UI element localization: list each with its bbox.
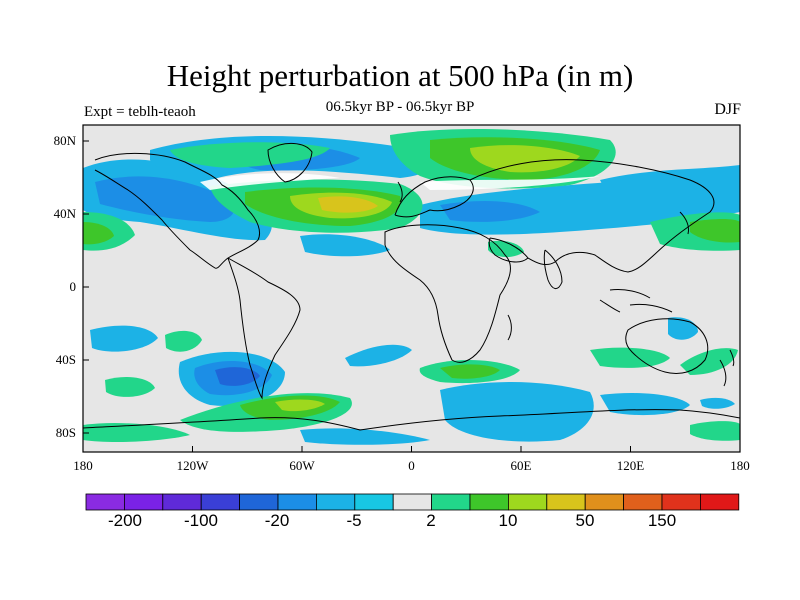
sh-blue-pacific-west (90, 325, 158, 352)
lon-tick-labels: 180 120W 60W 0 60E 120E 180 (73, 458, 750, 473)
colorbar-label: 10 (499, 511, 518, 530)
nh-blue-north-africa (300, 234, 390, 257)
coast-arabia (488, 237, 529, 263)
lon-label-120w: 120W (177, 458, 210, 473)
sh-yellow-green-drake (275, 399, 325, 412)
sh-green-pacific-2 (105, 376, 155, 397)
lon-label-60e: 60E (511, 458, 532, 473)
lon-label-0: 0 (408, 458, 415, 473)
lat-label-80n: 80N (54, 133, 77, 148)
lat-tick-labels: 80N 40N 0 40S 80S (54, 133, 77, 440)
coast-south-america (227, 257, 301, 400)
sh-green-antarctic-east (690, 421, 740, 441)
colorbar-box (277, 493, 317, 511)
lon-label-180e: 180 (730, 458, 750, 473)
nh-green-arabia (488, 240, 524, 258)
contour-fill (83, 128, 740, 445)
colorbar-label: -200 (108, 511, 142, 530)
map-subtitle: 06.5kyr BP - 06.5kyr BP (325, 99, 475, 115)
nh-yellow-atlantic (318, 196, 378, 213)
coast-africa (384, 224, 511, 363)
nh-yellow-green-siberia (470, 145, 580, 173)
sh-green-pacific-1 (165, 330, 202, 352)
coast-madagascar (507, 314, 512, 341)
colorbar-box (469, 493, 509, 511)
lat-label-40n: 40N (54, 206, 77, 221)
colorbar-box (354, 493, 394, 511)
colorbar-box (315, 493, 356, 511)
season-label: DJF (714, 101, 741, 118)
sh-blue-tasman (668, 317, 698, 340)
colorbar-label: -5 (346, 511, 361, 530)
coastlines (83, 143, 740, 431)
colorbar-labels: -200 -100 -20 -5 2 10 50 150 (108, 511, 676, 530)
colorbar-box (546, 493, 586, 511)
nh-bright-green-north-pacific-east (690, 219, 740, 243)
colorbar-box (392, 493, 433, 511)
lon-label-120e: 120E (617, 458, 645, 473)
sh-blue-south-atlantic (345, 344, 412, 367)
lat-label-80s: 80S (56, 425, 76, 440)
axis-tick-marks (82, 140, 741, 452)
nh-deep-blue-eurasia (440, 200, 540, 222)
coast-uk (397, 181, 403, 203)
map-title: Height perturbation at 500 hPa (in m) (166, 58, 634, 93)
lon-label-60w: 60W (289, 458, 315, 473)
colorbar-box (162, 493, 202, 511)
coast-antarctica (83, 409, 740, 431)
coast-maritime-se-asia (599, 289, 673, 313)
coast-india (543, 249, 563, 289)
colorbar-box (85, 493, 125, 511)
colorbar-label: -20 (265, 511, 290, 530)
experiment-label: Expt = teblh-teaoh (84, 104, 196, 120)
colorbar-box (124, 493, 164, 511)
nh-green-canada (170, 142, 330, 168)
colorbar-box (239, 493, 279, 511)
sh-deeper-blue-pacific (215, 367, 260, 386)
colorbar-box (623, 493, 663, 511)
sh-blue-antarctic-east (700, 397, 735, 409)
coast-europe (394, 176, 474, 218)
lat-label-eq: 0 (70, 279, 77, 294)
lat-label-40s: 40S (56, 352, 76, 367)
colorbar-label: 2 (426, 511, 435, 530)
coast-japan (679, 211, 689, 235)
coast-new-zealand (719, 349, 735, 387)
map-panel: 80N 40N 0 40S 80S 180 120W 60W 0 60E 120… (54, 124, 750, 473)
nh-blue-pacific-east (600, 165, 740, 204)
coast-australia (625, 318, 709, 374)
sh-bright-green-south-africa (440, 364, 500, 379)
nh-white-gap-2 (420, 176, 600, 190)
nh-bright-green-north-pacific-west (83, 222, 114, 245)
colorbar-label: 50 (576, 511, 595, 530)
colorbar-label: 150 (648, 511, 676, 530)
sh-green-indian (590, 347, 670, 368)
sh-green-south-pacific (83, 423, 190, 443)
colorbar-box (507, 493, 548, 511)
nh-white-gap-1 (200, 173, 340, 190)
lon-label-180w: 180 (73, 458, 93, 473)
nh-deep-blue-west (95, 176, 235, 222)
colorbar-label: -100 (184, 511, 218, 530)
colorbar-box (661, 493, 701, 511)
colorbar-box (431, 493, 471, 511)
colorbar-box (700, 493, 740, 511)
sh-blue-far-south (300, 428, 430, 445)
colorbar (85, 493, 740, 511)
colorbar-box (584, 493, 625, 511)
coast-asia (469, 159, 715, 273)
coast-greenland (267, 143, 313, 183)
colorbar-box (200, 493, 240, 511)
sh-blue-indian (440, 382, 594, 442)
